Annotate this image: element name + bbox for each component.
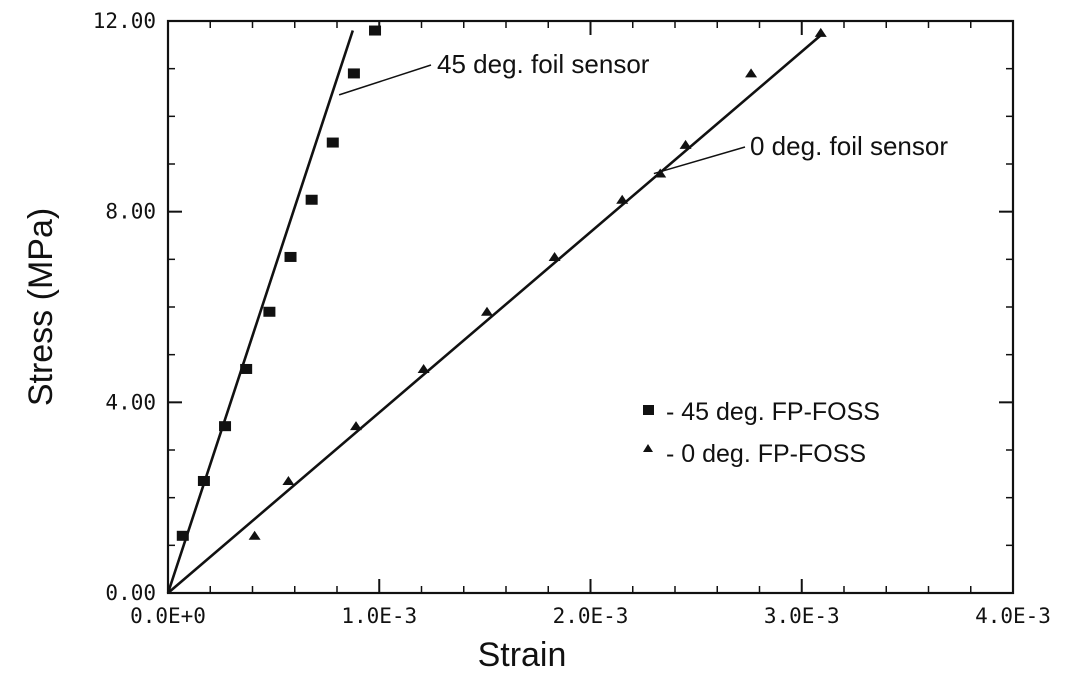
annotations: 45 deg. foil sensor 0 deg. foil sensor	[338, 49, 948, 175]
x-tick-label: 4.0E-3	[975, 604, 1051, 628]
square-marker	[176, 530, 189, 541]
y-axis-title: Stress (MPa)	[22, 208, 60, 406]
triangle-marker	[548, 251, 561, 261]
triangle-marker	[745, 68, 758, 78]
triangle-marker	[248, 530, 261, 540]
legend: - 45 deg. FP-FOSS - 0 deg. FP-FOSS	[643, 398, 880, 468]
y-tick-label: 12.00	[93, 9, 156, 33]
triangle-marker	[654, 168, 667, 178]
square-marker	[240, 363, 253, 374]
annotation-leader-line	[653, 146, 746, 175]
triangle-marker	[480, 306, 493, 316]
square-marker	[219, 421, 232, 432]
x-axis-title: Strain	[478, 636, 567, 674]
square-marker	[305, 194, 318, 205]
triangle-marker	[616, 194, 629, 204]
x-axis-ticks: 0.0E+0 1.0E-3 2.0E-3 3.0E-3 4.0E-3	[130, 21, 1051, 628]
x-tick-label: 1.0E-3	[341, 604, 417, 628]
triangle-marker	[282, 475, 295, 485]
y-tick-label: 0.00	[105, 581, 156, 605]
annotation-label: 0 deg. foil sensor	[750, 131, 948, 161]
annotation-leader-line	[338, 64, 432, 96]
square-marker	[263, 306, 276, 317]
legend-square-marker	[643, 405, 654, 415]
fit-line	[167, 34, 822, 594]
plot-frame	[166, 19, 1015, 595]
x-tick-label: 2.0E-3	[553, 604, 629, 628]
square-marker	[197, 475, 210, 486]
fit-line	[166, 30, 355, 594]
data-markers	[176, 25, 827, 541]
triangle-marker	[417, 363, 430, 373]
y-axis-ticks: 0.00 4.00 8.00 12.00	[93, 9, 1013, 605]
y-tick-label: 4.00	[105, 390, 156, 414]
square-marker	[347, 68, 360, 79]
square-marker	[326, 137, 339, 148]
triangle-marker	[350, 421, 363, 431]
legend-entry-45deg: - 45 deg. FP-FOSS	[666, 398, 880, 426]
legend-entry-0deg: - 0 deg. FP-FOSS	[666, 440, 866, 468]
y-tick-label: 8.00	[105, 200, 156, 224]
square-marker	[369, 25, 382, 36]
triangle-marker	[814, 27, 827, 37]
x-tick-label: 3.0E-3	[764, 604, 840, 628]
fit-lines	[166, 30, 822, 594]
annotation-label: 45 deg. foil sensor	[437, 49, 650, 79]
triangle-marker	[679, 139, 692, 149]
x-tick-label: 0.0E+0	[130, 604, 206, 628]
legend-triangle-marker	[643, 444, 653, 452]
square-marker	[284, 251, 297, 262]
